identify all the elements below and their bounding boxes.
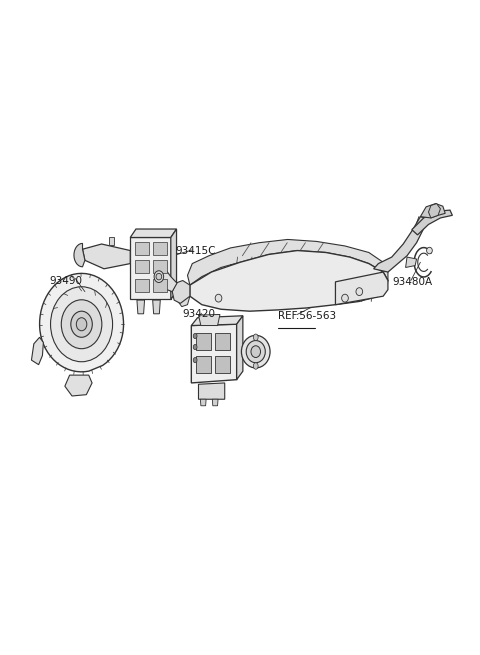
Polygon shape (172, 280, 190, 303)
Circle shape (193, 345, 197, 350)
Ellipse shape (156, 273, 162, 280)
FancyBboxPatch shape (196, 356, 211, 373)
FancyBboxPatch shape (135, 260, 149, 273)
Ellipse shape (251, 346, 261, 358)
Ellipse shape (246, 341, 265, 363)
Ellipse shape (76, 318, 87, 331)
FancyBboxPatch shape (153, 242, 168, 255)
FancyBboxPatch shape (153, 278, 168, 291)
Circle shape (193, 358, 197, 363)
Polygon shape (188, 240, 388, 285)
Text: 93415C: 93415C (176, 246, 216, 255)
Polygon shape (32, 337, 43, 365)
FancyBboxPatch shape (135, 242, 149, 255)
Polygon shape (130, 229, 177, 238)
Circle shape (193, 333, 197, 339)
Polygon shape (192, 324, 237, 383)
Polygon shape (406, 257, 417, 267)
Text: 93420: 93420 (183, 309, 216, 320)
Polygon shape (200, 400, 206, 405)
Polygon shape (199, 314, 220, 326)
Ellipse shape (241, 335, 270, 368)
Polygon shape (412, 210, 452, 235)
Circle shape (253, 363, 258, 369)
FancyBboxPatch shape (153, 260, 168, 273)
Polygon shape (65, 375, 92, 396)
Polygon shape (212, 400, 218, 405)
Text: REF.56-563: REF.56-563 (278, 310, 336, 321)
Polygon shape (39, 273, 123, 372)
Polygon shape (192, 316, 243, 326)
Text: 93480A: 93480A (393, 277, 433, 287)
Polygon shape (336, 272, 388, 305)
Ellipse shape (356, 288, 363, 295)
Polygon shape (153, 300, 160, 314)
Polygon shape (171, 229, 177, 299)
FancyBboxPatch shape (215, 333, 230, 350)
Polygon shape (190, 251, 388, 311)
Polygon shape (109, 238, 114, 246)
FancyBboxPatch shape (215, 356, 230, 373)
Ellipse shape (427, 248, 432, 253)
FancyBboxPatch shape (135, 278, 149, 291)
Polygon shape (178, 285, 190, 307)
Polygon shape (373, 217, 425, 272)
Polygon shape (137, 300, 144, 314)
Polygon shape (83, 244, 130, 269)
Ellipse shape (61, 300, 102, 348)
Polygon shape (420, 204, 445, 218)
Polygon shape (130, 238, 171, 299)
Ellipse shape (215, 294, 222, 302)
FancyBboxPatch shape (196, 333, 211, 350)
Ellipse shape (154, 271, 164, 282)
Polygon shape (429, 204, 441, 218)
Ellipse shape (50, 287, 113, 362)
Ellipse shape (71, 311, 92, 337)
Polygon shape (199, 383, 225, 400)
Ellipse shape (342, 294, 348, 302)
Circle shape (253, 334, 258, 341)
Text: 93490: 93490 (49, 276, 82, 286)
Polygon shape (74, 244, 85, 267)
Polygon shape (156, 267, 177, 291)
Polygon shape (237, 316, 243, 380)
